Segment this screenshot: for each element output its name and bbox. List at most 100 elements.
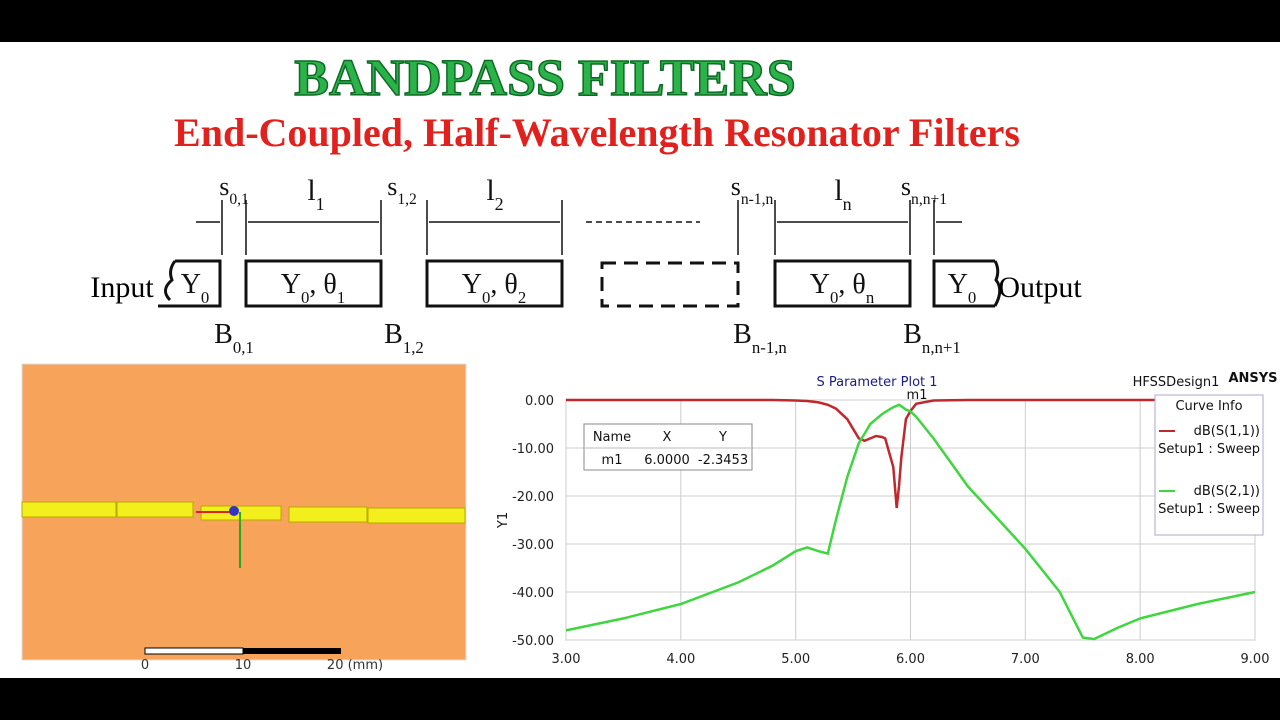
- output-label: Output: [998, 271, 1082, 304]
- resonator-strip: [116, 501, 194, 518]
- length-label-part: n: [843, 194, 852, 214]
- resonator-strip: [288, 506, 368, 523]
- series-line: [565, 403, 1256, 641]
- marker-table-header: Y: [718, 430, 727, 445]
- resonator-label-part: 1: [337, 288, 345, 307]
- legend-entry: dB(S(2,1)): [1194, 484, 1260, 499]
- resonator-label: Y0, θn: [810, 269, 875, 307]
- marker-table-cell: m1: [602, 453, 623, 468]
- x-tick-label: 3.00: [552, 652, 581, 667]
- gap-label-part: 1,2: [397, 191, 417, 208]
- x-tick-label: 9.00: [1241, 652, 1270, 667]
- filter-diagram: [158, 200, 1002, 308]
- length-label-part: l: [834, 174, 842, 207]
- susceptance-label-part: B: [903, 319, 922, 350]
- resonator: [244, 259, 383, 308]
- legend-title: Curve Info: [1175, 399, 1242, 414]
- gap-label: s1,2: [387, 172, 417, 208]
- marker-table-header: X: [663, 430, 672, 445]
- gap-label-part: n,n+1: [911, 191, 947, 208]
- legend-box: [1154, 394, 1264, 536]
- resonator-label-part: , θ: [838, 269, 865, 300]
- length-label-part: 2: [495, 194, 504, 214]
- x-tick-label: 6.00: [896, 652, 925, 667]
- port-label-part: 0: [201, 288, 209, 307]
- susceptance-label-part: 0,1: [233, 338, 254, 357]
- y-tick-label: -30.00: [512, 538, 554, 553]
- resonator-label: Y0, θ2: [462, 269, 526, 307]
- gap-label-part: s: [901, 172, 911, 201]
- gap-label-part: 0,1: [229, 191, 249, 208]
- susceptance-label-part: B: [214, 319, 233, 350]
- length-label: l2: [486, 174, 503, 214]
- series-line: [566, 398, 1255, 509]
- marker-table-header: Name: [593, 430, 631, 445]
- feed-line: [21, 501, 117, 518]
- susceptance-label: B0,1: [214, 319, 254, 357]
- length-label-part: 1: [316, 194, 325, 214]
- legend-setup: Setup1 : Sweep: [1158, 442, 1260, 457]
- marker-table-cell: -2.3453: [698, 453, 748, 468]
- title: BANDPASS FILTERS: [294, 50, 795, 107]
- axis-origin: [229, 506, 239, 516]
- resonator-dashed: [600, 261, 740, 308]
- port-label: Y0: [181, 269, 210, 307]
- input-port: [158, 259, 222, 308]
- susceptance-label-part: B: [384, 319, 403, 350]
- chart-title: S Parameter Plot 1: [816, 375, 937, 390]
- port-label-part: Y: [948, 269, 968, 300]
- susceptance-label-part: 1,2: [403, 338, 424, 357]
- resonator-label-part: Y: [462, 269, 482, 300]
- gap-label-part: s: [387, 172, 397, 201]
- gap-label: s0,1: [219, 172, 249, 208]
- x-tick-label: 4.00: [666, 652, 695, 667]
- y-tick-label: -10.00: [512, 442, 554, 457]
- y-tick-label: -20.00: [512, 490, 554, 505]
- y-tick-label: -50.00: [512, 634, 554, 649]
- resonator: [773, 259, 912, 308]
- susceptance-label-part: n,n+1: [922, 338, 961, 357]
- resonator: [425, 259, 564, 308]
- scale-label: 20 (mm): [327, 658, 383, 673]
- resonator-label-part: , θ: [490, 269, 517, 300]
- length-label-part: l: [486, 174, 494, 207]
- resonator-label-part: 0: [482, 288, 490, 307]
- resonator-label-part: , θ: [309, 269, 336, 300]
- resonator-label-part: 0: [830, 288, 838, 307]
- x-tick-label: 7.00: [1011, 652, 1040, 667]
- marker-label: m1: [907, 388, 928, 403]
- marker-table: [583, 423, 753, 471]
- port-label-part: Y: [181, 269, 201, 300]
- scale-bar: [144, 647, 244, 655]
- y-axis-label: Y1: [496, 512, 511, 529]
- legend-setup: Setup1 : Sweep: [1158, 502, 1260, 517]
- susceptance-label: B1,2: [384, 319, 424, 357]
- y-tick-label: 0.00: [525, 394, 554, 409]
- layout-view: [21, 363, 467, 661]
- gap-label-part: s: [219, 172, 229, 201]
- scale-label: 0: [141, 658, 149, 673]
- gap-label: sn-1,n: [731, 172, 774, 208]
- scale-bar: [243, 648, 341, 654]
- susceptance-label-part: n-1,n: [752, 338, 788, 357]
- brand: ANSYS: [1228, 371, 1277, 386]
- marker-table-cell: 6.0000: [644, 453, 690, 468]
- design-name: HFSSDesign1: [1133, 375, 1220, 390]
- feed-line: [367, 507, 466, 524]
- port-label-part: 0: [968, 288, 976, 307]
- scale-label: 10: [235, 658, 252, 673]
- resonator-label-part: 0: [301, 288, 309, 307]
- resonator-label-part: Y: [810, 269, 830, 300]
- susceptance-label: Bn,n+1: [903, 319, 961, 357]
- resonator-label-part: n: [866, 288, 875, 307]
- length-label: ln: [834, 174, 851, 214]
- gap-label-part: n-1,n: [741, 191, 774, 208]
- x-tick-label: 8.00: [1126, 652, 1155, 667]
- resonator-label: Y0, θ1: [281, 269, 345, 307]
- y-tick-label: -40.00: [512, 586, 554, 601]
- susceptance-label: Bn-1,n: [733, 319, 787, 357]
- gap-label-part: s: [731, 172, 741, 201]
- subtitle: End-Coupled, Half-Wavelength Resonator F…: [174, 110, 1020, 155]
- gap-label: sn,n+1: [901, 172, 947, 208]
